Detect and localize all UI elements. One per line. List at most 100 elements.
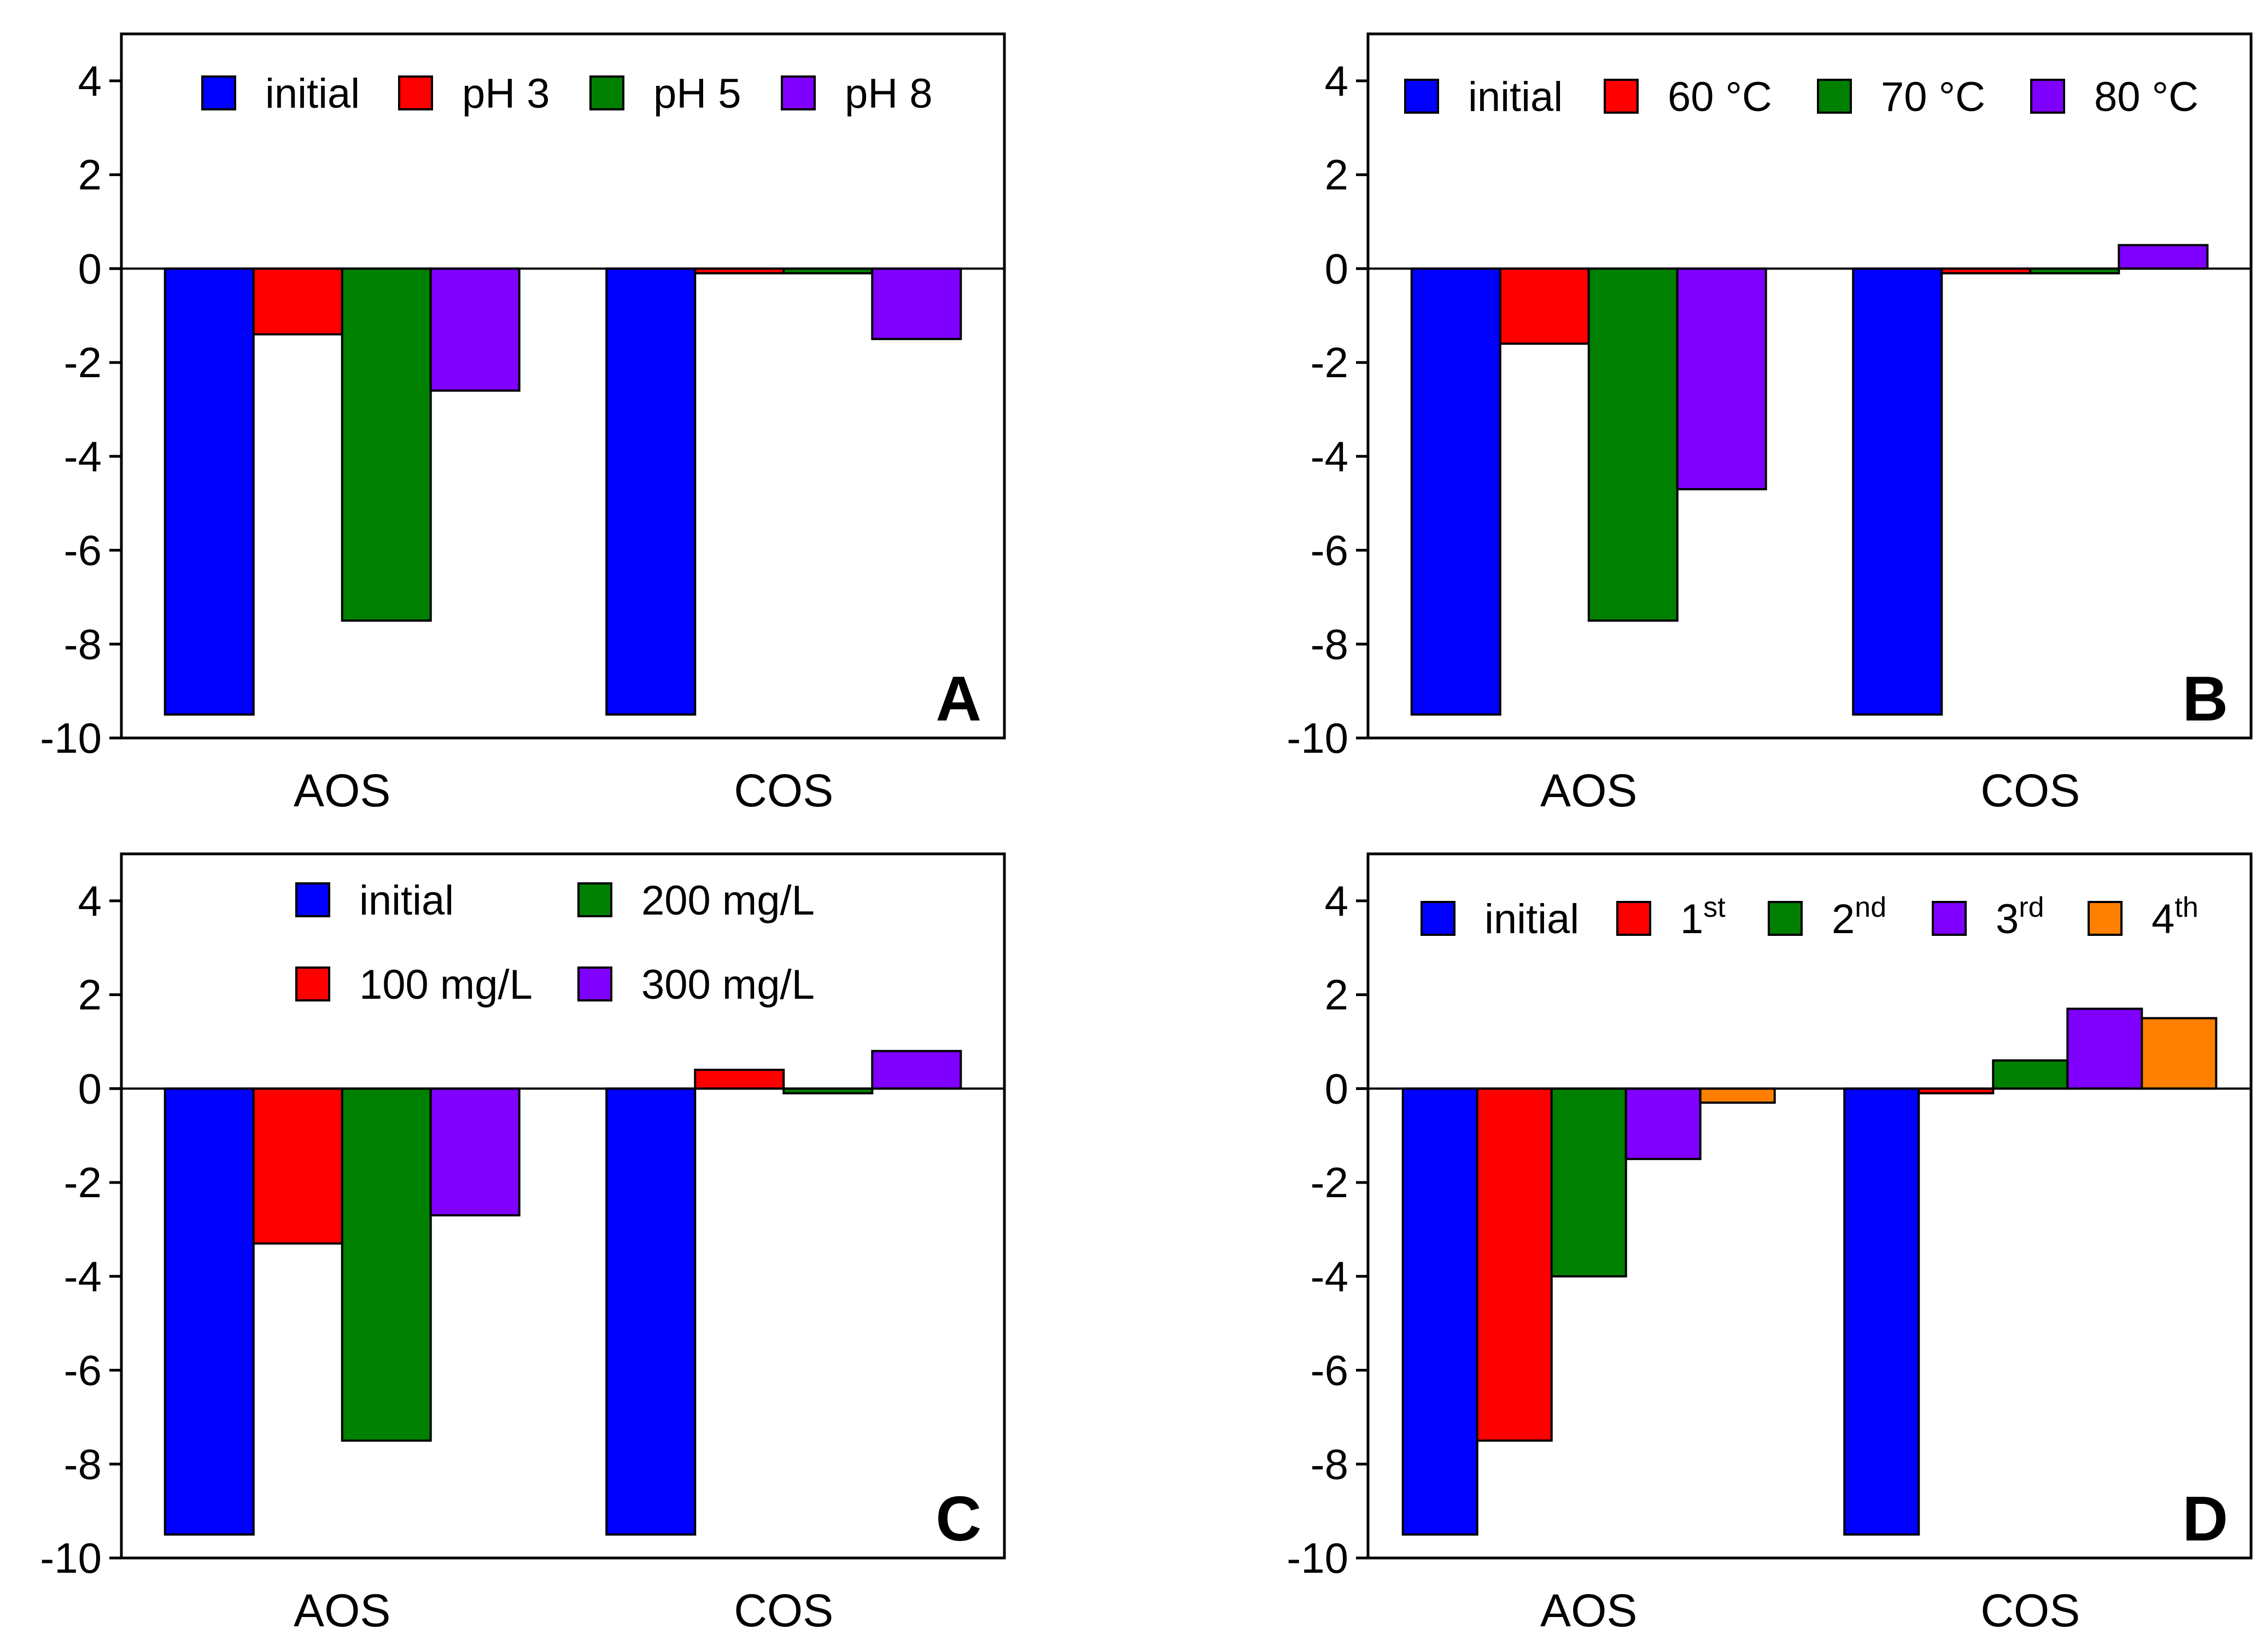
bar (429, 267, 521, 392)
bar (871, 1050, 962, 1090)
legend-item: 80 °C (2030, 74, 2199, 120)
y-tick-label: -8 (64, 1440, 102, 1488)
bar (871, 267, 962, 341)
y-tick-label: -10 (40, 1534, 102, 1582)
legend-label: pH 8 (845, 71, 933, 117)
bar (1852, 267, 1943, 716)
legend-label: pH 5 (653, 71, 741, 117)
legend: initial pH 3 pH 5 pH 8 (201, 71, 933, 117)
legend-item: pH 3 (398, 71, 550, 117)
x-category-label: COS (734, 1585, 833, 1636)
legend-label: 100 mg/L (359, 962, 533, 1008)
y-tick-label: 2 (78, 151, 102, 199)
legend-swatch (577, 882, 612, 917)
y-tick-label: 2 (1325, 151, 1348, 199)
x-category-label: AOS (294, 765, 390, 816)
panel-c: 4 2 0 -2 -4 -6 -8 -10 AOS COS initial 200 mg/L 100 m… (40, 852, 1006, 1636)
x-category-label: COS (734, 765, 833, 816)
legend-label-superscript: nd (1855, 892, 1886, 923)
legend-label: pH 3 (462, 71, 550, 117)
bar (1699, 1087, 1776, 1104)
legend: initial 200 mg/L 100 mg/L 300 mg/L (295, 877, 815, 1008)
bar (1401, 1087, 1478, 1536)
bar (1676, 267, 1767, 490)
legend-swatch (1768, 901, 1803, 936)
legend-swatch (201, 75, 236, 110)
x-category-label: COS (1980, 765, 2080, 816)
bar (341, 267, 432, 622)
legend-label: initial (1468, 74, 1563, 120)
legend-swatch (295, 966, 330, 1001)
y-tick-label: -6 (64, 1346, 102, 1395)
y-tick-label: -10 (1287, 1534, 1348, 1582)
legend-swatch (1817, 79, 1852, 114)
y-tick-label: 0 (78, 1064, 102, 1112)
y-tick-label: 4 (78, 57, 102, 105)
bar (341, 1087, 432, 1442)
legend-item: initial (201, 71, 360, 117)
bar (2066, 1007, 2143, 1090)
x-category-label: AOS (294, 1585, 390, 1636)
legend-label: initial (1484, 896, 1579, 942)
bar (1410, 267, 1501, 716)
panel-letter: A (936, 663, 981, 734)
bar (163, 1087, 255, 1536)
bar (163, 267, 255, 716)
legend-label: 300 mg/L (641, 962, 815, 1008)
legend-swatch (1616, 901, 1651, 936)
bar (1992, 1059, 2069, 1090)
y-tick-label: -8 (64, 620, 102, 668)
panel-letter: D (2182, 1483, 2228, 1554)
y-tick-label: -2 (1311, 1158, 1348, 1206)
legend-item: 200 mg/L (577, 877, 815, 924)
bar (429, 1087, 521, 1217)
legend-swatch (589, 75, 624, 110)
legend-item: 70 °C (1817, 74, 1985, 120)
y-tick-label: 4 (1325, 57, 1348, 105)
y-tick-label: -2 (64, 338, 102, 386)
bar (252, 1087, 343, 1245)
legend-item: pH 8 (781, 71, 933, 117)
y-tick-label: 4 (1325, 877, 1348, 925)
legend-swatch (1932, 901, 1967, 936)
y-tick-label: 2 (1325, 971, 1348, 1019)
y-tick-label: -10 (1287, 714, 1348, 762)
legend-label: 70 °C (1881, 74, 1985, 120)
bar (1843, 1087, 1920, 1536)
plot-frame (1366, 32, 2253, 740)
bar (2141, 1017, 2218, 1090)
legend: initial 60 °C 70 °C 80 °C (1404, 74, 2199, 120)
legend-item: initial (295, 877, 454, 924)
legend-swatch (1404, 79, 1439, 114)
legend-swatch (781, 75, 816, 110)
legend-item: 100 mg/L (295, 962, 533, 1008)
y-tick-label: 0 (1325, 1064, 1348, 1112)
legend-label-superscript: th (2175, 892, 2198, 923)
bar (1550, 1087, 1627, 1278)
y-tick-label: -6 (64, 526, 102, 575)
legend-swatch (1421, 901, 1456, 936)
legend-label: initial (265, 71, 360, 117)
x-category-label: COS (1980, 1585, 2080, 1636)
y-tick-label: -2 (64, 1158, 102, 1206)
y-tick-label: 0 (78, 244, 102, 292)
legend-swatch (2088, 901, 2123, 936)
y-tick-label: -6 (1311, 526, 1348, 575)
x-category-label: AOS (1540, 1585, 1637, 1636)
bar (1587, 267, 1679, 622)
panel-a: 4 2 0 -2 -4 -6 -8 -10 AOS COS initial pH 3 pH 5 pH 8 A (40, 32, 1006, 816)
y-tick-label: -4 (1311, 1252, 1348, 1300)
panel-letter: C (936, 1483, 981, 1554)
y-tick-label: -8 (1311, 1440, 1348, 1488)
y-tick-label: -4 (64, 432, 102, 481)
panel-b: 4 2 0 -2 -4 -6 -8 -10 AOS COS initial 60 °C 70 °C 80 … (1287, 32, 2253, 816)
legend-item: initial (1404, 74, 1563, 120)
legend-label-superscript: st (1703, 892, 1726, 923)
bar (1499, 267, 1590, 345)
bar (605, 1087, 697, 1536)
x-category-label: AOS (1540, 765, 1637, 816)
legend-item: 300 mg/L (577, 962, 815, 1008)
y-tick-label: 0 (1325, 244, 1348, 292)
legend-label: 80 °C (2094, 74, 2199, 120)
